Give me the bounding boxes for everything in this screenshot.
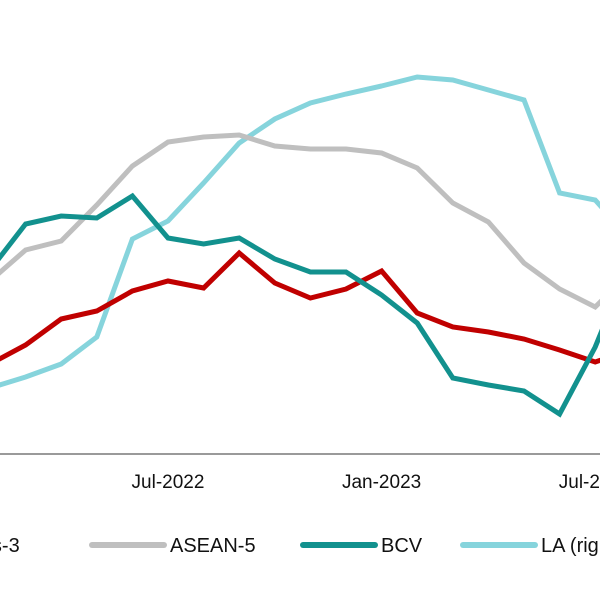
- series-lines: [0, 74, 600, 418]
- x-tick-label: Jan-2023: [342, 472, 421, 493]
- series-line-asean-5: [0, 132, 600, 311]
- legend-label: Plus-3: [0, 535, 20, 557]
- series-line-plus-3: [0, 249, 600, 365]
- legend-label: BCV: [381, 535, 423, 557]
- series-line-bcv: [0, 192, 600, 418]
- series-line-la-right-scale: [0, 74, 600, 388]
- legend-label: LA (right scale): [541, 535, 600, 557]
- legend-label: ASEAN-5: [170, 535, 256, 557]
- x-tick-label: Jul-2022: [132, 472, 205, 493]
- x-tick-label: Jul-2023: [559, 472, 600, 493]
- legend: Plus-3 ASEAN-5 BCV LA (right scale): [0, 535, 600, 557]
